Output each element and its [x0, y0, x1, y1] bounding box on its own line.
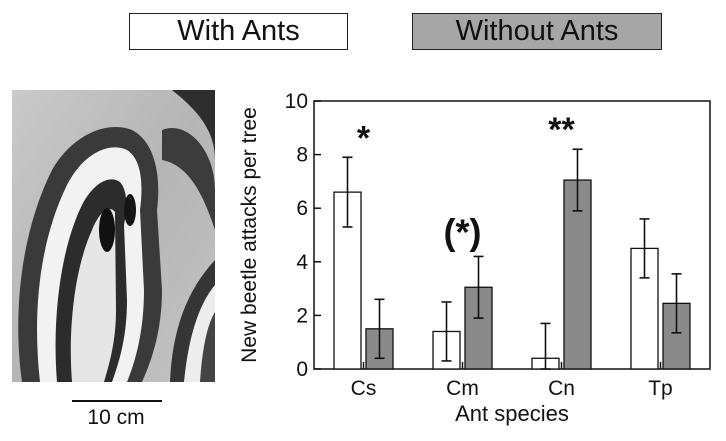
significance-marker: ** [548, 111, 575, 149]
x-tick-label: Cm [446, 377, 479, 400]
y-tick-label: 2 [296, 304, 308, 327]
beetle-attacks-chart: 0 2 4 6 8 10 Cs * Cm (*) Cn ** Tp Ant species New beet… [238, 90, 711, 426]
y-tick-label: 4 [296, 251, 308, 274]
x-tick-label: Tp [648, 377, 673, 400]
significance-marker: * [357, 119, 371, 157]
scale-bar [72, 400, 162, 402]
plot-frame [313, 100, 711, 370]
legend-with-ants-label: With Ants [177, 15, 300, 47]
legend-without-ants-label: Without Ants [455, 15, 619, 47]
bar [464, 286, 493, 370]
y-tick-label: 8 [296, 144, 308, 167]
y-tick-label: 0 [296, 358, 308, 381]
x-tick-label: Cn [548, 377, 575, 400]
y-axis-label: New beetle attacks per tree [238, 107, 261, 363]
wood-cross-section-photo [12, 90, 215, 382]
legend-without-ants: Without Ants [412, 13, 662, 50]
legend-with-ants: With Ants [129, 13, 348, 50]
x-axis-label: Ant species [455, 401, 569, 426]
significance-marker: (*) [444, 211, 482, 252]
x-tick-label: Cs [351, 377, 377, 400]
y-tick-label: 6 [296, 197, 308, 220]
scale-bar-label: 10 cm [87, 406, 145, 429]
y-tick-label: 10 [285, 90, 308, 113]
